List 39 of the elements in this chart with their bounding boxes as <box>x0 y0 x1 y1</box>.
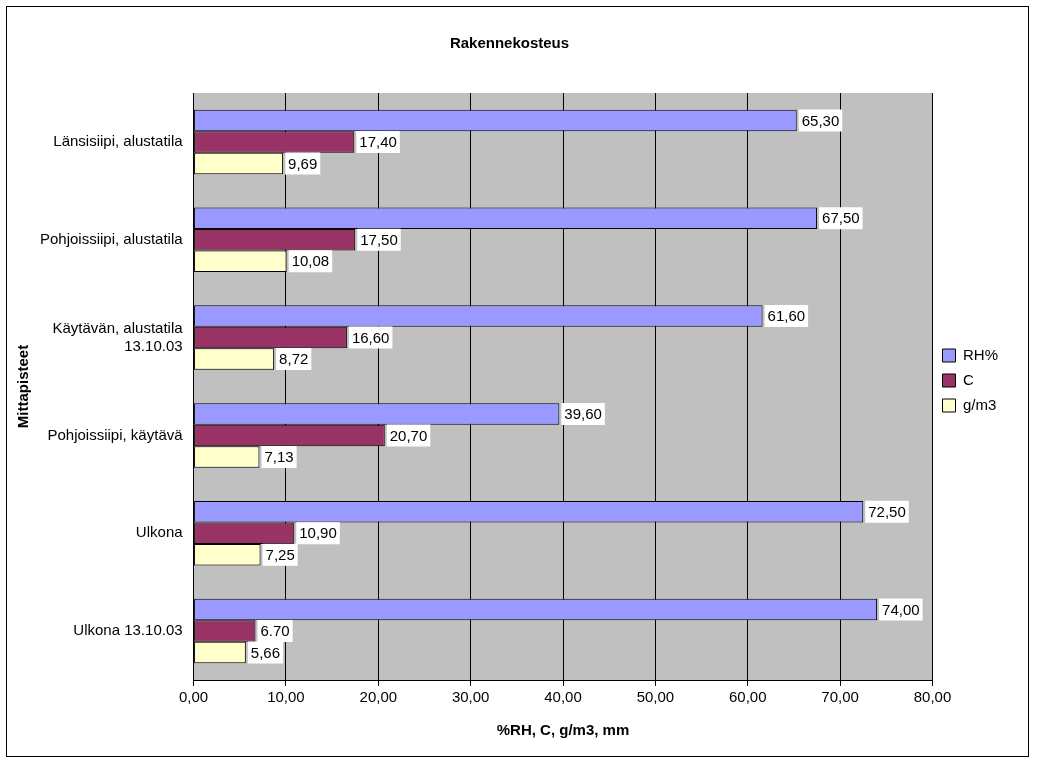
data-label: 10,08 <box>291 252 330 270</box>
x-axis-title: %RH, C, g/m3, mm <box>496 721 630 739</box>
data-label: 67,50 <box>822 209 860 227</box>
x-tick-label: 30,00 <box>451 688 490 706</box>
x-tick-label: 70,00 <box>821 688 859 706</box>
y-tick-label: Ulkona 13.10.03 <box>73 621 183 639</box>
y-tick-label: Länsisiipi, alustatila <box>53 132 184 150</box>
data-label: 6.70 <box>260 622 290 640</box>
data-label: 10,90 <box>299 524 337 542</box>
data-label: 65,30 <box>801 111 840 129</box>
legend-label: g/m3 <box>963 395 997 413</box>
x-tick-label: 80,00 <box>913 688 952 706</box>
data-label: 17,40 <box>359 133 397 151</box>
y-tick-label: Ulkona <box>135 523 184 541</box>
legend-label: RH% <box>963 345 999 363</box>
data-label: 5,66 <box>250 643 281 661</box>
y-axis-title: Mittapisteet <box>14 344 32 429</box>
x-tick-label: 40,00 <box>544 688 582 706</box>
data-label: 16,60 <box>351 328 390 346</box>
data-label: 17,50 <box>360 230 398 248</box>
chart-title: Rakennekosteus <box>449 34 570 52</box>
x-tick-label: 0,00 <box>178 688 209 706</box>
legend-label: C <box>963 370 974 388</box>
y-tick-label: Käytävän, alustatila 13.10.03 <box>52 318 184 354</box>
y-tick-label: Pohjoissiipi, alustatila <box>40 229 184 247</box>
data-label: 7,13 <box>264 448 294 466</box>
data-label: 74,00 <box>882 600 920 618</box>
x-tick-label: 50,00 <box>636 688 675 706</box>
x-tick-label: 60,00 <box>728 688 767 706</box>
data-label: 39,60 <box>564 405 602 423</box>
data-label: 7,25 <box>265 545 295 563</box>
y-tick-label: Pohjoissiipi, käytävä <box>47 425 184 443</box>
x-tick-label: 20,00 <box>359 688 398 706</box>
data-label: 72,50 <box>868 502 906 520</box>
data-label: 61,60 <box>767 307 806 325</box>
data-label: 9,69 <box>288 154 318 172</box>
data-label: 20,70 <box>389 426 428 444</box>
x-tick-label: 10,00 <box>267 688 305 706</box>
data-label: 8,72 <box>279 350 309 368</box>
